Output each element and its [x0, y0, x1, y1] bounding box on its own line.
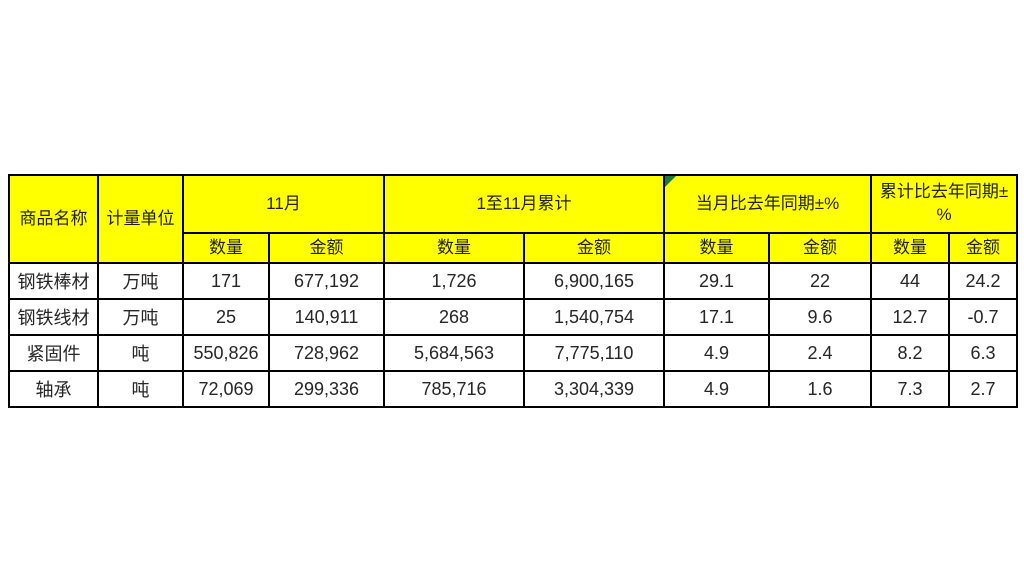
cell-month-amount: 140,911: [268, 298, 385, 336]
col-group-cumulative: 1至11月累计: [382, 174, 666, 234]
cell-month-yoy-amount: 1.6: [768, 370, 873, 408]
cell-cumulative-amount: 1,540,754: [522, 298, 666, 336]
col-header-product: 商品名称: [8, 174, 99, 264]
subheader-month-yoy-quantity: 数量: [663, 232, 771, 264]
cell-cumulative-yoy-amount: -0.7: [948, 298, 1019, 336]
cell-cumulative-yoy-quantity: 12.7: [870, 298, 951, 336]
subheader-november-quantity: 数量: [182, 232, 270, 264]
cell-cumulative-amount: 6,900,165: [522, 262, 666, 300]
trade-stats-table: 商品名称 计量单位 11月 1至11月累计 当月比去年同期±% 累计比去年同期±…: [8, 174, 1019, 408]
table-row-fasteners: 紧固件 吨 550,826 728,962 5,684,563 7,775,11…: [8, 334, 1019, 372]
subheader-month-yoy-amount: 金额: [768, 232, 873, 264]
excel-corner-flag-icon: [666, 177, 677, 187]
cell-unit: 万吨: [97, 298, 184, 336]
subheader-cumulative-amount: 金额: [522, 232, 666, 264]
subheader-cumulative-yoy-amount: 金额: [948, 232, 1019, 264]
cell-month-yoy-quantity: 17.1: [663, 298, 771, 336]
cell-cumulative-yoy-quantity: 7.3: [870, 370, 951, 408]
cell-product: 紧固件: [8, 334, 99, 372]
cell-month-quantity: 550,826: [182, 334, 270, 372]
cell-month-yoy-amount: 22: [768, 262, 873, 300]
cell-month-amount: 299,336: [268, 370, 385, 408]
cell-month-yoy-quantity: 4.9: [663, 334, 771, 372]
col-group-cumulative-yoy: 累计比去年同期±%: [870, 174, 1019, 234]
col-header-unit: 计量单位: [97, 174, 184, 264]
table-row-bearings: 轴承 吨 72,069 299,336 785,716 3,304,339 4.…: [8, 370, 1019, 408]
subheader-cumulative-yoy-quantity: 数量: [870, 232, 951, 264]
cell-unit: 万吨: [97, 262, 184, 300]
cell-month-quantity: 25: [182, 298, 270, 336]
cell-month-yoy-amount: 2.4: [768, 334, 873, 372]
cell-cumulative-yoy-amount: 2.7: [948, 370, 1019, 408]
col-group-month-yoy: 当月比去年同期±%: [663, 174, 873, 234]
cell-month-quantity: 72,069: [182, 370, 270, 408]
cell-cumulative-yoy-amount: 6.3: [948, 334, 1019, 372]
cell-cumulative-yoy-quantity: 8.2: [870, 334, 951, 372]
cell-month-amount: 677,192: [268, 262, 385, 300]
cell-product: 轴承: [8, 370, 99, 408]
cell-cumulative-yoy-quantity: 44: [870, 262, 951, 300]
col-group-november: 11月: [182, 174, 385, 234]
cell-cumulative-quantity: 1,726: [383, 262, 525, 300]
col-group-month-yoy-label: 当月比去年同期±%: [695, 193, 840, 213]
cell-product: 钢铁棒材: [8, 262, 99, 300]
cell-month-yoy-quantity: 4.9: [663, 370, 771, 408]
cell-cumulative-amount: 3,304,339: [522, 370, 666, 408]
cell-cumulative-quantity: 785,716: [383, 370, 525, 408]
cell-month-yoy-amount: 9.6: [768, 298, 873, 336]
subheader-november-amount: 金额: [268, 232, 385, 264]
cell-month-amount: 728,962: [268, 334, 385, 372]
cell-cumulative-quantity: 268: [383, 298, 525, 336]
table-row-steel-wire: 钢铁线材 万吨 25 140,911 268 1,540,754 17.1 9.…: [8, 298, 1019, 336]
cell-unit: 吨: [97, 334, 184, 372]
cell-cumulative-yoy-amount: 24.2: [948, 262, 1019, 300]
cell-cumulative-quantity: 5,684,563: [383, 334, 525, 372]
subheader-cumulative-quantity: 数量: [383, 232, 525, 264]
cell-cumulative-amount: 7,775,110: [522, 334, 666, 372]
cell-product: 钢铁线材: [8, 298, 99, 336]
cell-month-yoy-quantity: 29.1: [663, 262, 771, 300]
cell-unit: 吨: [97, 370, 184, 408]
cell-month-quantity: 171: [182, 262, 270, 300]
table-row-steel-bars: 钢铁棒材 万吨 171 677,192 1,726 6,900,165 29.1…: [8, 262, 1019, 300]
